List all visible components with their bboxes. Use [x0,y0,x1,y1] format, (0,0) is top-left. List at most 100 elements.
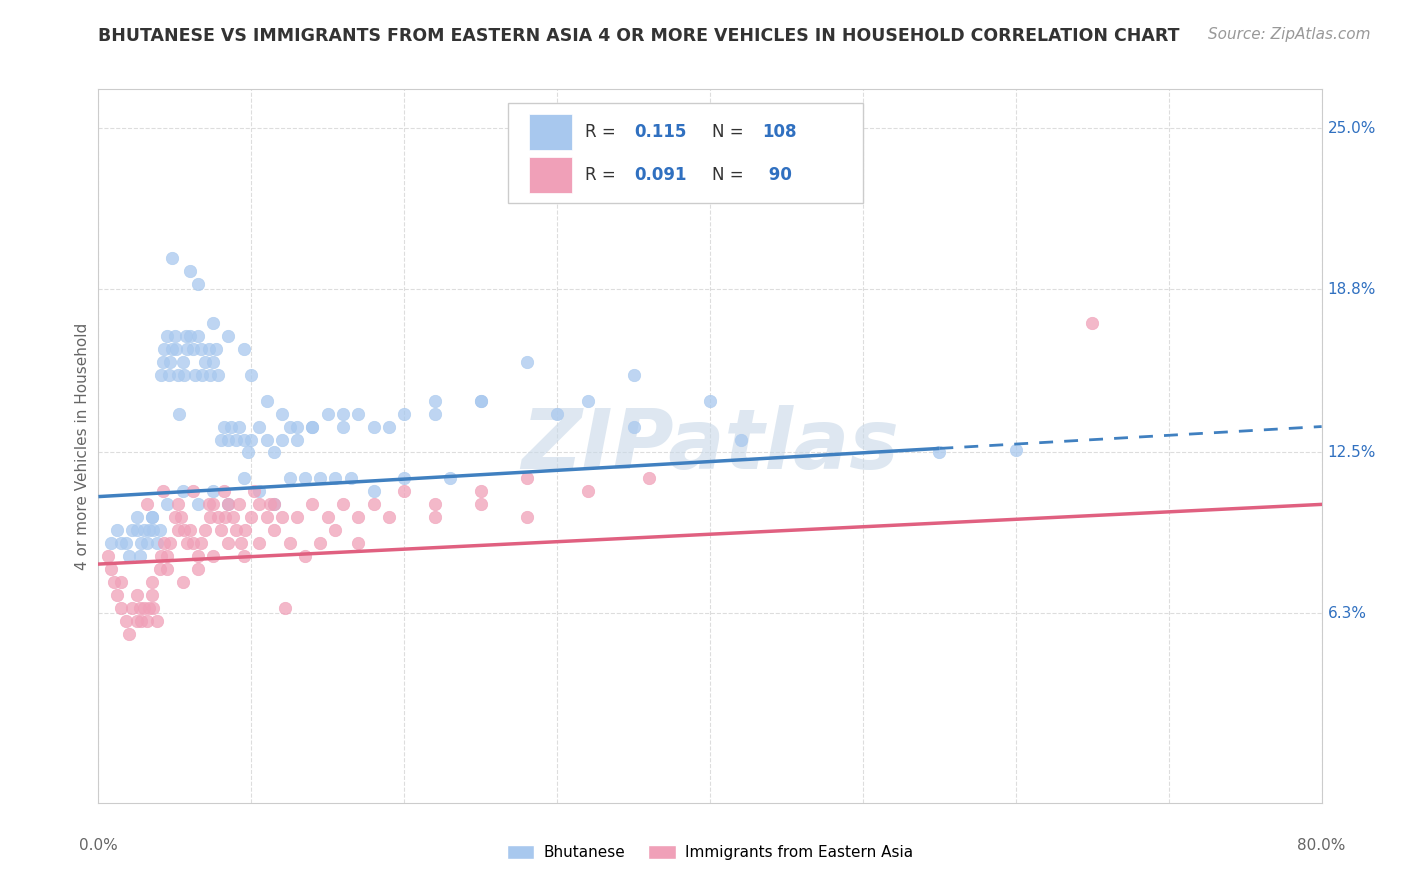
Point [165,342,187,356]
Point [179,328,201,343]
Point [173,524,195,538]
Point [212,484,235,499]
Point [194,354,217,368]
Point [325,471,347,485]
Point [136,497,159,511]
Point [256,433,278,447]
Point [347,407,370,421]
Point [159,354,181,368]
Point [270,510,292,524]
Point [115,614,138,628]
Point [294,549,316,564]
Point [170,510,193,524]
Point [136,536,159,550]
Point [516,510,538,524]
Point [209,433,232,447]
Text: BHUTANESE VS IMMIGRANTS FROM EASTERN ASIA 4 OR MORE VEHICLES IN HOUSEHOLD CORREL: BHUTANESE VS IMMIGRANTS FROM EASTERN ASI… [98,27,1180,45]
Point [270,433,292,447]
Point [142,524,165,538]
Point [125,588,148,602]
Point [263,497,285,511]
Point [156,497,179,511]
Point [217,497,239,511]
Legend: Bhutanese, Immigrants from Eastern Asia: Bhutanese, Immigrants from Eastern Asia [501,839,920,866]
Point [247,419,270,434]
Point [145,614,167,628]
Point [105,524,128,538]
Text: N =: N = [713,123,749,141]
Point [209,524,232,538]
Point [160,342,183,356]
Point [332,407,354,421]
Point [316,407,339,421]
Point [181,536,204,550]
Point [129,536,152,550]
Text: 90: 90 [762,166,792,184]
FancyBboxPatch shape [529,157,572,193]
Point [97,549,120,564]
Point [156,549,179,564]
Point [217,433,239,447]
Point [212,419,235,434]
Point [240,368,263,382]
Point [278,419,301,434]
Point [160,251,183,265]
Point [174,328,197,343]
Point [179,524,201,538]
Point [169,407,191,421]
Point [221,419,243,434]
Point [263,445,285,459]
Point [187,328,209,343]
Point [301,497,323,511]
Point [378,510,401,524]
Point [167,368,190,382]
Point [232,549,254,564]
Point [141,588,163,602]
Point [439,471,461,485]
Point [159,536,181,550]
Point [516,354,538,368]
Point [225,433,247,447]
Point [172,354,194,368]
Point [233,524,256,538]
Point [191,368,214,382]
Point [392,471,416,485]
Point [202,549,225,564]
Point [128,601,150,615]
Point [202,497,225,511]
Point [141,510,163,524]
Point [138,524,160,538]
Point [100,536,122,550]
Point [118,627,141,641]
Point [214,510,236,524]
Text: 12.5%: 12.5% [1327,445,1376,460]
Point [247,536,270,550]
Point [256,393,278,408]
Point [225,524,247,538]
Point [187,562,209,576]
Point [217,536,239,550]
Point [152,484,174,499]
Point [194,524,217,538]
Point [240,510,263,524]
Point [392,407,416,421]
Point [222,510,245,524]
Point [546,407,568,421]
Point [110,536,132,550]
Point [198,368,221,382]
Point [173,368,195,382]
Point [423,510,446,524]
Point [141,575,163,590]
Point [156,328,179,343]
Point [247,484,270,499]
Point [205,342,228,356]
Point [294,471,316,485]
Point [285,433,308,447]
Point [240,433,263,447]
Point [115,536,138,550]
Text: R =: R = [585,166,621,184]
Point [190,342,212,356]
Point [103,575,125,590]
Point [207,368,229,382]
Point [125,524,148,538]
